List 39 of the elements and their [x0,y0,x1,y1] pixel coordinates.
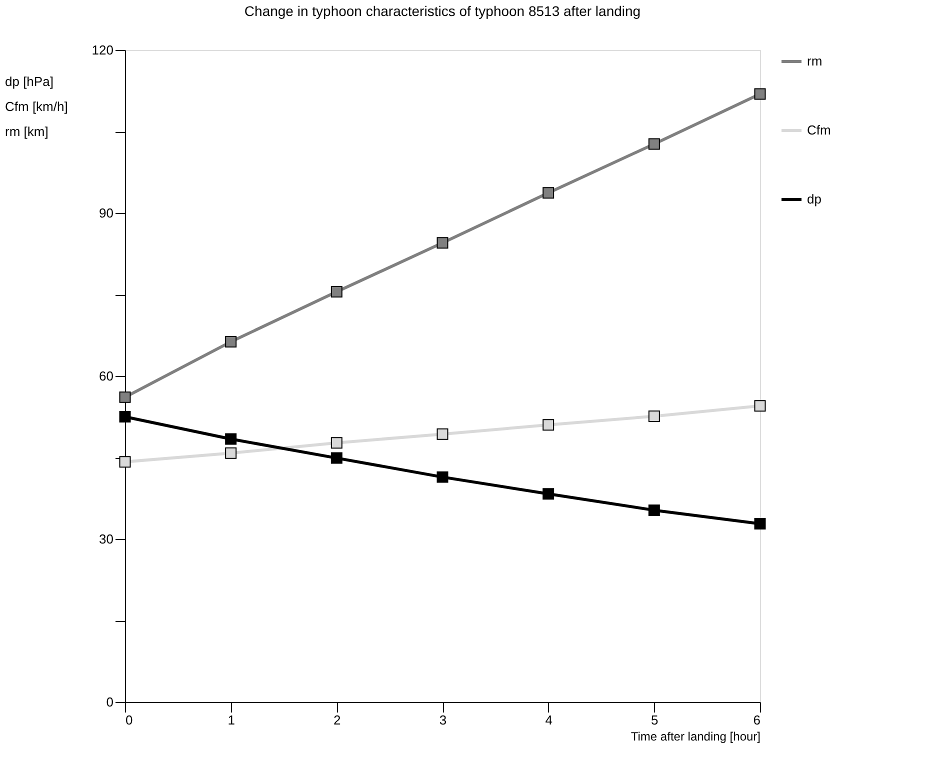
point [648,410,660,422]
x-tick-label: 6 [753,712,760,728]
point [754,518,766,530]
x-tick-label: 3 [439,712,447,728]
point [436,471,448,483]
y-axis-title: dp [hPa] Cfm [km/h] rm [km] [5,74,68,139]
chart-title: Change in typhoon characteristics of typhoon 8513 after landing [244,3,641,19]
y-tick-label: 90 [99,206,114,220]
point [225,336,237,348]
point [330,286,342,298]
y-tick-label: 0 [106,694,114,710]
point [225,447,237,459]
y-tick-label: 30 [99,532,114,546]
x-tick-label: 5 [651,712,658,728]
point [542,488,554,500]
point [648,504,660,516]
point [542,419,554,431]
x-tick-label: 4 [545,712,552,728]
point [436,428,448,440]
y-tick-label: 120 [92,42,114,58]
x-axis-title: Time after landing [hour] [630,730,760,744]
point [542,187,554,199]
x-tick-label: 0 [126,712,133,728]
y-tick-label: 60 [99,368,114,384]
point [119,456,131,468]
point [436,237,448,249]
point [330,437,342,449]
x-tick-label: 1 [228,712,235,728]
point [754,88,766,100]
x-tick-label: 2 [334,712,341,728]
legend-label: rm [807,54,822,68]
point [225,433,237,445]
legend-label: dp [807,192,822,206]
point [119,391,131,403]
point [754,400,766,412]
legend-label: Cfm [807,122,831,138]
point [330,452,342,464]
point [119,411,131,422]
point [648,138,660,150]
